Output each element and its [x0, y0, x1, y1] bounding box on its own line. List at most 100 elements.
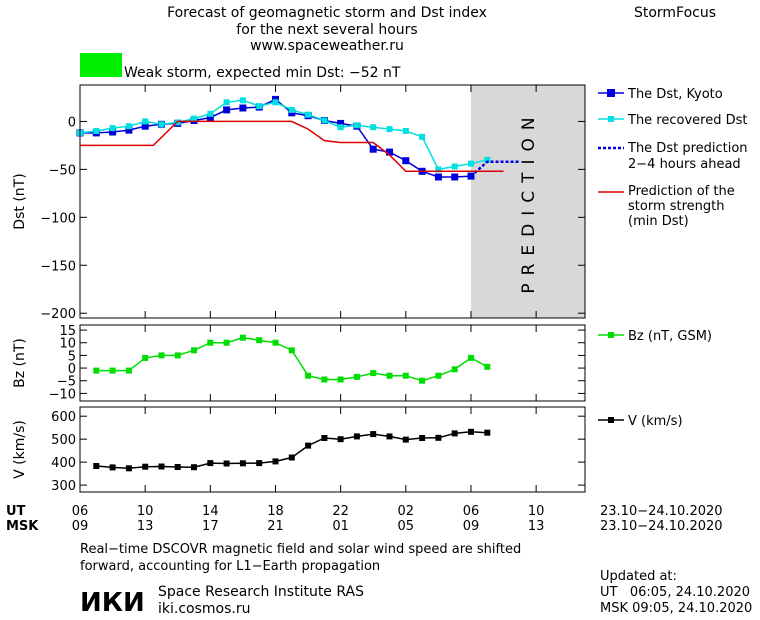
- dst-ytick-label: −150: [40, 259, 76, 274]
- bz-series-0-point: [386, 372, 393, 379]
- brand-name: StormFocus: [634, 5, 716, 21]
- dst-series-1-point: [272, 99, 279, 106]
- v-series-0-point: [288, 454, 295, 461]
- bz-series-0-point: [191, 347, 197, 354]
- v-series-0-point: [305, 442, 312, 449]
- dst-series-1-point: [451, 163, 458, 170]
- bz-ytick-label: 0: [68, 362, 76, 377]
- v-series-0-point: [451, 430, 458, 437]
- bz-ytick-label: −5: [57, 375, 76, 390]
- dst-ytick-label: −100: [40, 211, 76, 226]
- v-axis-label: V (km/s): [12, 420, 28, 479]
- dst-series-1-point: [158, 121, 165, 128]
- v-ytick-label: 600: [51, 410, 76, 425]
- msk-tick-label: 05: [398, 519, 415, 534]
- bz-series-0-point: [468, 354, 474, 361]
- v-series-0-point: [353, 433, 360, 440]
- bz-ytick-label: 5: [68, 349, 76, 364]
- bz-series-0-point: [174, 352, 181, 359]
- ut-tick-label: 14: [202, 504, 219, 519]
- v-series-0-point: [109, 464, 116, 471]
- msk-tick-label: 21: [267, 519, 284, 534]
- bz-series-0-point: [337, 376, 344, 383]
- updated-msk: MSK 09:05, 24.10.2020: [600, 601, 752, 616]
- dst-series-0-point: [109, 128, 117, 136]
- msk-tick-label: 09: [72, 519, 89, 534]
- msk-tick-label: 09: [463, 519, 480, 534]
- legend-dst-kyoto: The Dst, Kyoto: [627, 87, 723, 102]
- dst-series-1-point: [353, 122, 360, 129]
- ut-tick-label: 18: [267, 504, 284, 519]
- legend-v-marker: [608, 417, 614, 423]
- v-series-0-point: [174, 464, 181, 470]
- updated-label: Updated at:: [600, 569, 677, 584]
- bz-series-0-point: [223, 339, 230, 346]
- dst-series-0-point: [386, 148, 393, 156]
- dst-series-1-point: [125, 123, 132, 130]
- v-series-0-point: [125, 465, 132, 472]
- chart-title-line2: for the next several hours: [236, 22, 417, 38]
- v-series-0-point: [402, 436, 409, 443]
- dst-series-1-point: [223, 99, 230, 106]
- v-ytick-label: 400: [51, 456, 76, 471]
- legend-v: V (km/s): [628, 414, 683, 429]
- msk-tick-label: 13: [137, 519, 154, 534]
- v-series-0-point: [484, 429, 491, 436]
- bz-series-0-point: [305, 372, 312, 379]
- bz-series-0-point: [353, 373, 360, 380]
- legend-dst-recovered: The recovered Dst: [627, 113, 747, 128]
- dst-ytick-label: −200: [40, 307, 76, 322]
- bz-series-0-point: [321, 376, 328, 383]
- bz-series-0-point: [451, 366, 458, 373]
- v-series-0-point: [370, 431, 377, 438]
- dst-series-1-point: [484, 156, 491, 163]
- bz-series-0-point: [109, 367, 116, 374]
- dst-series-1-point: [142, 118, 149, 125]
- v-series-0-point: [256, 460, 263, 467]
- bz-series-0-point: [272, 339, 279, 346]
- v-series-0-point: [239, 460, 246, 467]
- ut-tick-label: 22: [332, 504, 349, 519]
- ut-tick-label: 06: [72, 504, 89, 519]
- ut-tick-label: 06: [463, 504, 480, 519]
- v-series-0-point: [93, 463, 100, 469]
- dst-series-0-point: [206, 114, 214, 122]
- dst-series-0-point: [141, 122, 149, 130]
- v-series-0-point: [435, 434, 442, 441]
- institute-name: Space Research Institute RAS: [158, 584, 364, 600]
- dst-series-1-point: [370, 124, 377, 131]
- legend-dst-prediction-line1: The Dst prediction: [627, 141, 748, 156]
- dst-axis-label: Dst (nT): [12, 173, 28, 229]
- updated-ut: UT 06:05, 24.10.2020: [600, 585, 750, 600]
- v-series-0-point: [191, 464, 197, 471]
- dst-series-1-point: [321, 117, 328, 124]
- dst-series-0-point: [239, 104, 247, 112]
- msk-tick-label: 17: [202, 519, 219, 534]
- dst-series-1-point: [435, 166, 442, 173]
- legend-dst-kyoto-marker: [607, 89, 615, 97]
- v-series-0-point: [419, 435, 426, 441]
- storm-level-swatch: [80, 53, 122, 77]
- v-series-0-point: [468, 428, 474, 435]
- msk-axis-prefix: MSK: [6, 519, 39, 534]
- dst-series-0-point: [434, 173, 442, 181]
- dst-series-0-point: [337, 119, 345, 127]
- dst-series-0-point: [369, 145, 377, 153]
- dst-series-1-point: [288, 106, 295, 113]
- dst-ytick-label: 0: [68, 115, 76, 130]
- bz-series-0-point: [370, 370, 377, 377]
- source-url: www.spaceweather.ru: [250, 38, 404, 54]
- dst-series-1-point: [93, 128, 100, 134]
- prediction-zone: [470, 85, 585, 318]
- dst-series-1-point: [419, 133, 426, 140]
- bz-series-0-point: [484, 363, 491, 370]
- legend-storm-strength-line3: (min Dst): [628, 214, 689, 229]
- dst-series-0-point: [451, 173, 459, 181]
- bz-ytick-label: 15: [59, 324, 76, 339]
- v-series-0-point: [142, 463, 149, 470]
- bz-series-0-point: [256, 337, 263, 344]
- dst-series-1-point: [305, 111, 312, 118]
- dst-series-1-point: [386, 126, 393, 133]
- dst-series-line-2: [470, 160, 520, 178]
- dst-series-line-1: [79, 99, 488, 171]
